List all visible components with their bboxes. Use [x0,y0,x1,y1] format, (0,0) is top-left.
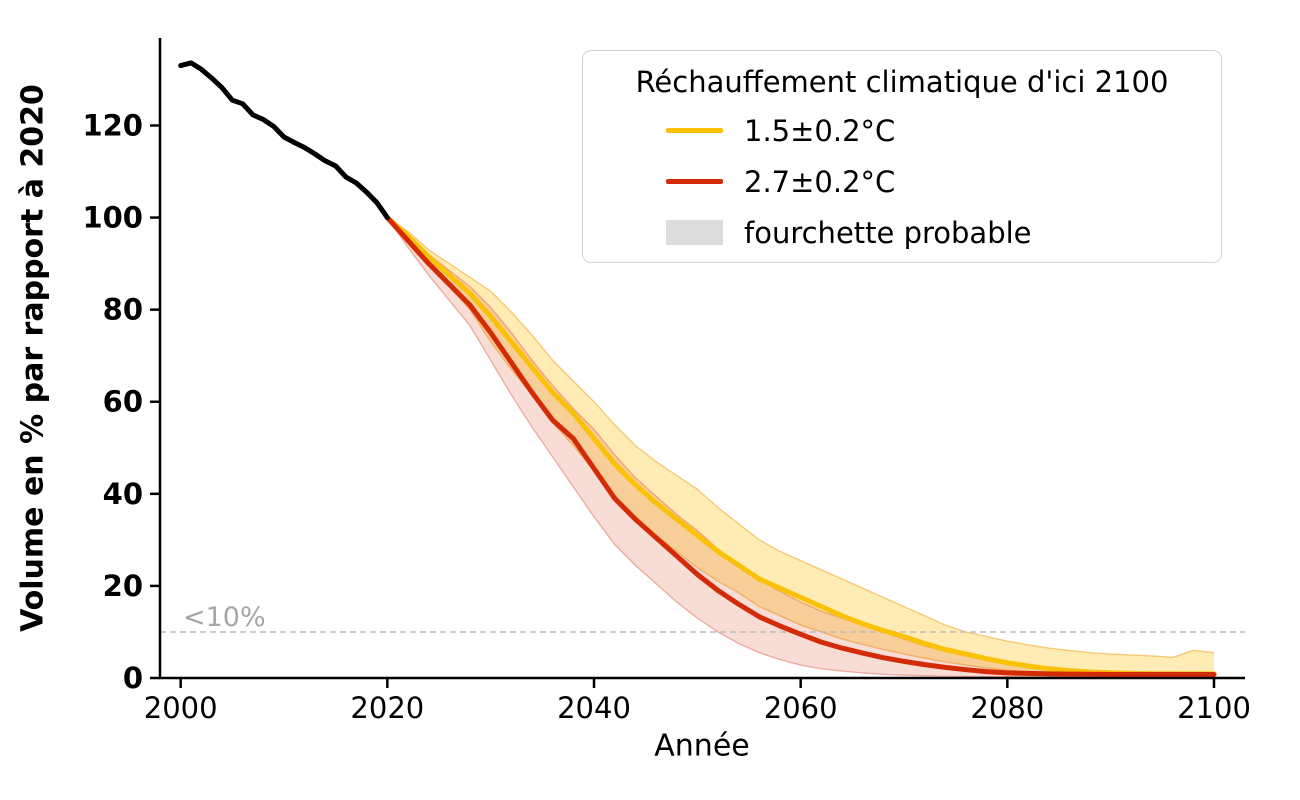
band-1.5±0.2°C [387,217,1214,676]
y-tick-label: 40 [103,477,143,511]
uncertainty-bands [386,217,1215,678]
y-tick-label: 20 [103,569,143,603]
series-2.7±0.2°C [384,215,1217,677]
x-tick-label: 2060 [764,691,838,725]
legend-swatch-2-7-line [666,179,723,184]
y-tick-label: 100 [82,201,143,235]
x-axis-label: Année [654,728,750,764]
x-tick-label: 2100 [1177,691,1251,725]
legend-title: Réchauffement climatique d'ici 2100 [635,65,1169,99]
y-axis-label: Volume en % par rapport à 2020 [15,84,51,632]
x-tick-label: 2080 [970,691,1044,725]
band-upper-edge-1.5±0.2°C [386,217,1215,659]
legend-rows: 1.5±0.2°C 2.7±0.2°C fourchette probable [583,105,1221,258]
series-1.5±0.2°C [384,215,1217,677]
y-tick-label: 60 [103,385,143,419]
y-tick-label: 0 [123,661,143,695]
legend-item-2-7: 2.7±0.2°C [583,156,1221,207]
legend: Réchauffement climatique d'ici 2100 1.5±… [582,50,1222,263]
legend-label-1-5: 1.5±0.2°C [744,113,896,148]
band-2.7±0.2°C [387,217,1214,677]
series-layer [178,60,1217,677]
legend-swatch-1-5-line [666,128,723,133]
legend-label-likely-range: fourchette probable [744,215,1032,250]
y-tick-label: 80 [103,293,143,327]
threshold-label: <10% [183,602,266,633]
x-tick-label: 2020 [350,691,424,725]
y-tick-label: 120 [82,108,143,142]
legend-item-1-5: 1.5±0.2°C [583,105,1221,156]
x-tick-label: 2040 [557,691,631,725]
legend-label-2-7: 2.7±0.2°C [744,164,896,199]
legend-item-likely-range: fourchette probable [583,207,1221,258]
legend-swatch-likely-range-patch [666,220,723,245]
series-historique [178,60,390,221]
x-tick-label: 2000 [144,691,218,725]
